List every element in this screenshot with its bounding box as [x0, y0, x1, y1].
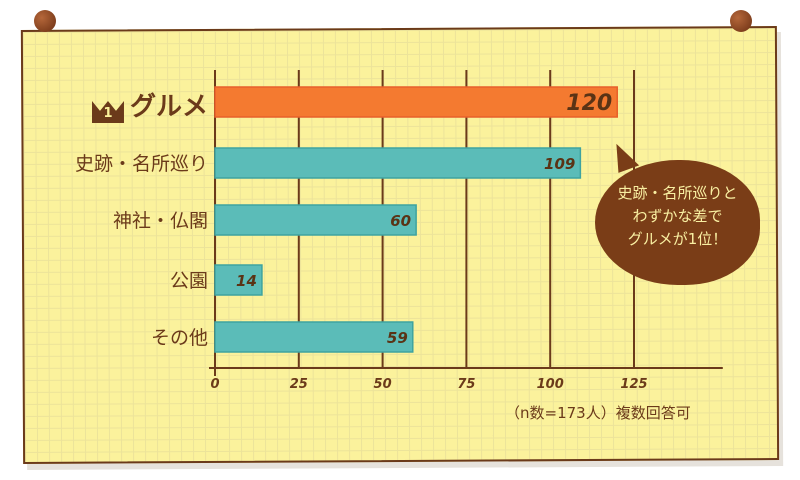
bar-value-label: 109 — [544, 155, 575, 173]
x-tick-label: 125 — [620, 377, 647, 392]
category-label: 史跡・名所巡り — [74, 153, 208, 175]
category-label: 1 グルメ — [91, 86, 208, 123]
x-tick-label: 100 — [537, 377, 564, 392]
x-tick-label: 75 — [457, 377, 475, 392]
x-tick-label: 0 — [210, 377, 219, 392]
pin-icon — [730, 10, 752, 32]
bar — [214, 264, 263, 296]
x-tick-label: 25 — [290, 377, 308, 392]
category-label: 神社・仏閣 — [112, 210, 208, 232]
bar — [214, 204, 417, 236]
category-label: 公園 — [169, 270, 208, 292]
bar-value-label: 14 — [236, 272, 257, 290]
annotation-bubble: 史跡・名所巡りと わずかな差で グルメが1位！ — [595, 160, 760, 285]
bar — [214, 86, 618, 118]
sample-note: （n数=173人）複数回答可 — [505, 404, 691, 422]
crown-icon: 1 — [91, 101, 124, 123]
category-label: その他 — [150, 327, 208, 349]
pin-icon — [34, 10, 56, 32]
bar-value-label: 59 — [387, 329, 408, 347]
bar — [214, 147, 582, 179]
x-tick-label: 50 — [374, 377, 392, 392]
bar-value-label: 120 — [566, 91, 612, 116]
bar-value-label: 60 — [390, 212, 411, 230]
bar — [214, 321, 414, 353]
